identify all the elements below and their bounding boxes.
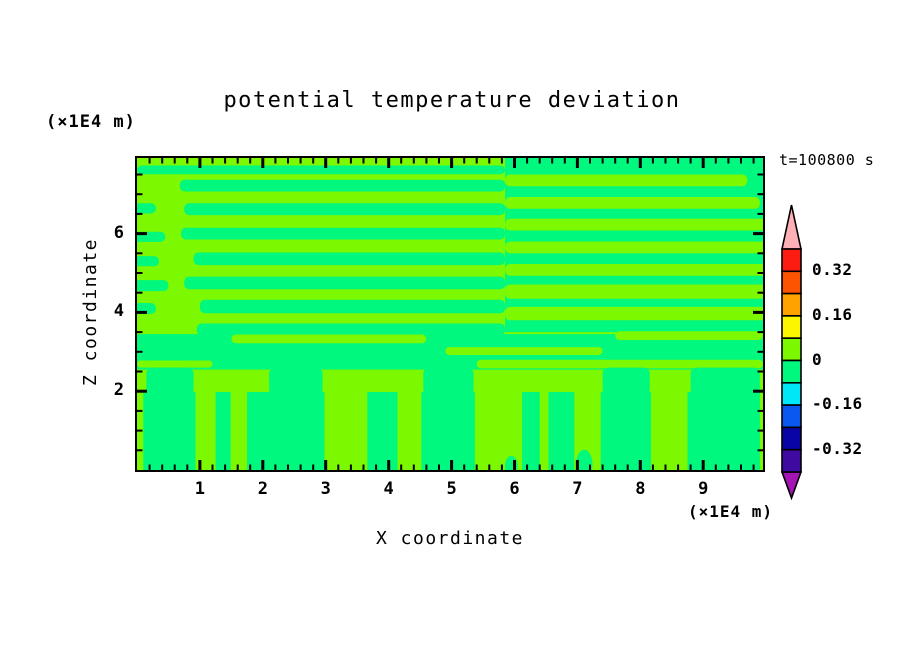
x-tick-label: 3 <box>320 479 331 499</box>
colorbar <box>780 204 803 501</box>
green-finger <box>137 388 144 470</box>
teal-connector <box>602 367 650 396</box>
green-finger <box>574 388 601 470</box>
y-axis-unit-label: (×1E4 m) <box>46 112 136 132</box>
green-stripe <box>505 284 763 299</box>
colorbar-under-arrow <box>780 471 803 501</box>
green-lens <box>615 331 763 340</box>
colorbar-segment <box>781 404 802 429</box>
teal-stripe <box>196 323 506 336</box>
colorbar-segment <box>781 315 802 340</box>
teal-blob <box>576 449 593 470</box>
green-finger <box>195 388 216 470</box>
green-stripe <box>505 197 760 209</box>
teal-connector <box>423 367 474 396</box>
bottom-green-fingers <box>137 388 763 470</box>
x-axis-title: X coordinate <box>375 528 525 549</box>
green-wave-stripes <box>505 174 763 321</box>
green-stripe <box>505 218 763 231</box>
teal-stripe <box>184 203 506 216</box>
teal-connector <box>690 367 760 396</box>
green-lens <box>476 359 763 369</box>
y-tick-label: 4 <box>113 301 124 322</box>
y-tick-label: 6 <box>113 222 124 243</box>
x-tick-label: 9 <box>698 479 709 499</box>
colorbar-tick-label: -0.32 <box>812 438 863 458</box>
green-finger <box>397 388 422 470</box>
colorbar-segment <box>781 337 802 362</box>
colorbar-tick-label: 0 <box>812 349 823 369</box>
y-tick-label: 2 <box>113 380 124 401</box>
green-lens <box>231 334 427 344</box>
time-annotation: t=100800 s <box>779 151 875 169</box>
chart-title: potential temperature deviation <box>223 88 681 113</box>
green-finger <box>759 388 763 470</box>
green-finger <box>474 388 523 470</box>
x-tick-label: 2 <box>257 479 268 499</box>
green-stripe <box>505 306 763 321</box>
teal-stripe <box>193 252 505 266</box>
x-tick-label: 6 <box>509 479 520 499</box>
x-tick-label: 5 <box>446 479 457 499</box>
colorbar-tick-label: 0.32 <box>812 260 853 280</box>
teal-stripe <box>181 227 505 240</box>
teal-stripe <box>137 165 506 175</box>
green-finger <box>230 388 248 470</box>
colorbar-segment <box>781 359 802 384</box>
green-finger <box>324 388 368 470</box>
green-stripe <box>505 241 763 254</box>
x-tick-label: 4 <box>383 479 394 499</box>
green-finger <box>539 388 549 470</box>
teal-stripe <box>137 203 156 214</box>
x-tick-label: 7 <box>572 479 583 499</box>
x-tick-label: 1 <box>194 479 206 499</box>
teal-plume-connectors <box>146 367 760 396</box>
colorbar-segment <box>781 382 802 406</box>
axis-ticks <box>137 158 763 470</box>
colorbar-segment <box>781 426 802 451</box>
teal-stripe <box>137 280 169 292</box>
green-finger <box>651 388 688 470</box>
colorbar-tick-label: 0.16 <box>812 304 853 324</box>
teal-connector <box>146 367 194 396</box>
green-stripe <box>505 174 748 187</box>
colorbar-segment <box>781 448 802 473</box>
x-axis-unit-label: (×1E4 m) <box>688 502 774 521</box>
mid-green-lenses <box>137 331 763 369</box>
contour-field <box>137 158 763 470</box>
teal-stripe <box>184 276 506 290</box>
green-lens <box>137 360 213 368</box>
x-tick-label: 8 <box>635 479 646 499</box>
teal-connector <box>269 367 323 396</box>
colorbar-segment <box>781 248 802 273</box>
teal-stripe <box>179 179 506 192</box>
green-stripe <box>505 264 763 276</box>
colorbar-segment <box>781 270 802 295</box>
colorbar-over-arrow <box>781 204 802 250</box>
teal-stripe <box>137 256 159 267</box>
green-lens <box>445 347 603 355</box>
teal-wave-stripes <box>137 165 506 336</box>
teal-stripe <box>199 299 505 314</box>
colorbar-tick-label: -0.16 <box>812 394 863 414</box>
plot-frame <box>135 156 765 472</box>
colorbar-segment <box>781 292 802 317</box>
